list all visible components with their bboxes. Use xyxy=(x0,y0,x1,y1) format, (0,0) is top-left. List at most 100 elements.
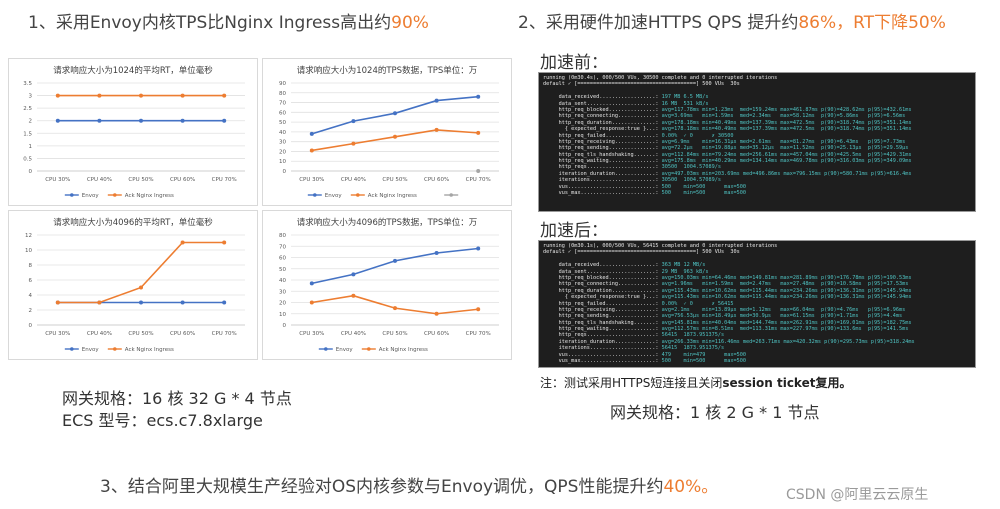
x-tick-label: CPU 70% xyxy=(212,177,237,183)
terminal-value: avg=175.8ms min=40.29ms med=134.14ms max… xyxy=(658,158,912,165)
terminal-row: http_req_waiting...............: avg=175… xyxy=(543,158,971,164)
data-point xyxy=(139,93,143,98)
terminal-metric: data_received..................: xyxy=(543,262,659,269)
x-tick-label: CPU 40% xyxy=(341,177,366,183)
series-line xyxy=(311,247,479,285)
data-point xyxy=(476,307,481,312)
y-tick-label: 20 xyxy=(279,149,286,155)
terminal-value: avg=1.96ms min=1.59ms med=2.47ms max=27.… xyxy=(658,281,909,288)
data-point xyxy=(180,240,185,245)
series-line xyxy=(311,129,479,152)
terminal-value: avg=178.18ms min=40.49ms med=137.39ms ma… xyxy=(658,126,912,133)
y-tick-label: 0 xyxy=(283,169,287,175)
y-tick-label: 1.5 xyxy=(23,131,32,137)
terminal-value: avg=72.2µs min=19.88µs med=35.12µs max=1… xyxy=(658,145,909,152)
data-point xyxy=(309,148,314,153)
chart-tps-1024: 请求响应大小为1024的TPS数据，TPS单位：万 0 10 20 30 40 50 60 70… xyxy=(279,65,499,199)
terminal-metric: http_reqs......................: xyxy=(543,332,659,339)
data-point xyxy=(309,300,314,305)
data-point xyxy=(222,300,227,305)
data-point xyxy=(393,258,397,263)
terminal-metric: http_req_failed................: xyxy=(543,300,659,307)
test-note: 注：测试采用HTTPS短连接且关闭session ticket复用。 xyxy=(540,374,851,391)
terminal-metric: http_req_duration..............: xyxy=(543,287,659,294)
y-tick-label: 70 xyxy=(279,101,286,107)
chart-title: 请求响应大小为4096的平均RT，单位毫秒 xyxy=(53,217,213,228)
terminal-value: avg=756.53µs min=18.49µs med=30.9µs max=… xyxy=(658,313,903,320)
x-tick-label: CPU 30% xyxy=(45,331,70,337)
terminal-metric: { expected_response:true }...: xyxy=(543,126,659,133)
terminal-metric: vus............................: xyxy=(543,183,659,190)
data-point xyxy=(476,169,481,173)
terminal-metric: vus_max........................: xyxy=(543,358,659,365)
left-spec-line1: 网关规格：16 核 32 G * 4 节点 xyxy=(62,389,292,408)
terminal-value: avg=112.84ms min=79.24ms med=256.61ms ma… xyxy=(658,151,912,158)
terminal-metric: http_req_blocked...............: xyxy=(543,274,659,281)
terminal-metric: http_req_receiving.............: xyxy=(543,306,659,313)
terminal-before-header1: running (0m30.4s), 000/500 VUs, 30500 co… xyxy=(543,75,778,81)
legend-marker xyxy=(70,193,74,197)
data-point xyxy=(55,118,60,123)
terminal-value: avg=145.81ms min=40.04ms med=144.74ms ma… xyxy=(658,319,912,326)
y-tick-label: 6 xyxy=(29,278,33,284)
data-point xyxy=(351,293,356,298)
data-point xyxy=(55,300,60,305)
terminal-metric: vus............................: xyxy=(543,351,659,358)
terminal-row: vus_max........................: 500 min… xyxy=(543,190,971,196)
chart-rt-1024: 请求响应大小为1024的平均RT，单位毫秒 0 0.5 1 1.5 2 2.5 3 3.5 CPU… xyxy=(23,65,245,199)
y-tick-label: 80 xyxy=(279,91,286,97)
terminal-metric: http_req_tls_handshaking.......: xyxy=(543,151,659,158)
terminal-value: 56415 1873.951375/s xyxy=(658,332,725,339)
series-line xyxy=(311,294,479,315)
y-tick-label: 30 xyxy=(279,289,286,295)
y-tick-label: 1 xyxy=(29,144,33,150)
series-line xyxy=(57,241,225,304)
data-point xyxy=(393,306,397,311)
data-point xyxy=(309,131,314,136)
terminal-metric: iterations.....................: xyxy=(543,177,659,184)
terminal-value: 500 min=500 max=500 xyxy=(658,358,747,365)
terminal-value: 56415 1873.951375/s xyxy=(658,345,725,352)
terminal-value: avg=115.43ms min=10.62ms med=115.44ms ma… xyxy=(658,287,912,294)
x-tick-label: CPU 50% xyxy=(382,331,407,337)
terminal-before: running (0m30.4s), 000/500 VUs, 30500 co… xyxy=(538,72,976,212)
terminal-row: vus_max........................: 500 min… xyxy=(543,358,971,364)
data-point xyxy=(434,98,439,103)
terminal-metric: iteration_duration.............: xyxy=(543,170,659,177)
terminal-row: data_sent......................: 16 MB 5… xyxy=(543,101,971,107)
data-point xyxy=(351,272,356,277)
legend-label: Ack Nginx Ingress xyxy=(125,347,174,353)
y-tick-label: 0.5 xyxy=(23,156,32,162)
y-tick-label: 2 xyxy=(29,308,33,314)
legend-marker xyxy=(113,347,117,351)
terminal-metric: http_req_connecting............: xyxy=(543,113,659,120)
x-tick-label: CPU 70% xyxy=(466,177,491,183)
terminal-row: { expected_response:true }...: avg=178.1… xyxy=(543,126,971,132)
terminal-row: http_req_tls_handshaking.......: avg=112… xyxy=(543,152,971,158)
y-tick-label: 10 xyxy=(279,159,286,165)
data-point xyxy=(139,118,143,123)
chart-panel-tps-4096: 请求响应大小为4096的TPS数据，TPS单位：万 0 10 20 30 40 50 60 70… xyxy=(262,210,512,360)
terminal-row: http_req_failed................: 0.00% ✓… xyxy=(543,133,971,139)
terminal-metric: http_req_failed................: xyxy=(543,132,659,139)
chart-title: 请求响应大小为1024的平均RT，单位毫秒 xyxy=(53,65,213,76)
legend-label: Ack Nginx Ingress xyxy=(368,193,417,199)
data-point xyxy=(97,118,102,123)
data-point xyxy=(180,93,185,98)
terminal-value: avg=112.57ms min=8.51ms med=113.31ms max… xyxy=(658,326,909,333)
terminal-value: avg=6.9ms min=16.31µs med=2.61ms max=81.… xyxy=(658,138,906,145)
terminal-value: avg=2.1ms min=13.89µs med=1.12ms max=66.… xyxy=(658,306,906,313)
right-spec: 网关规格：1 核 2 G * 1 节点 xyxy=(610,403,820,422)
y-tick-label: 60 xyxy=(279,256,286,262)
y-tick-label: 4 xyxy=(29,293,33,299)
x-tick-label: CPU 30% xyxy=(299,331,324,337)
x-tick-label: CPU 60% xyxy=(170,331,195,337)
terminal-metric: http_req_blocked...............: xyxy=(543,106,659,113)
terminal-after-header2: default ✓ [=============================… xyxy=(543,249,740,256)
terminal-metric: iteration_duration.............: xyxy=(543,338,659,345)
terminal-metric: data_received..................: xyxy=(543,94,659,101)
legend-marker xyxy=(113,193,117,197)
x-tick-label: CPU 60% xyxy=(424,177,449,183)
y-tick-label: 0 xyxy=(29,169,33,175)
data-point xyxy=(180,300,185,305)
